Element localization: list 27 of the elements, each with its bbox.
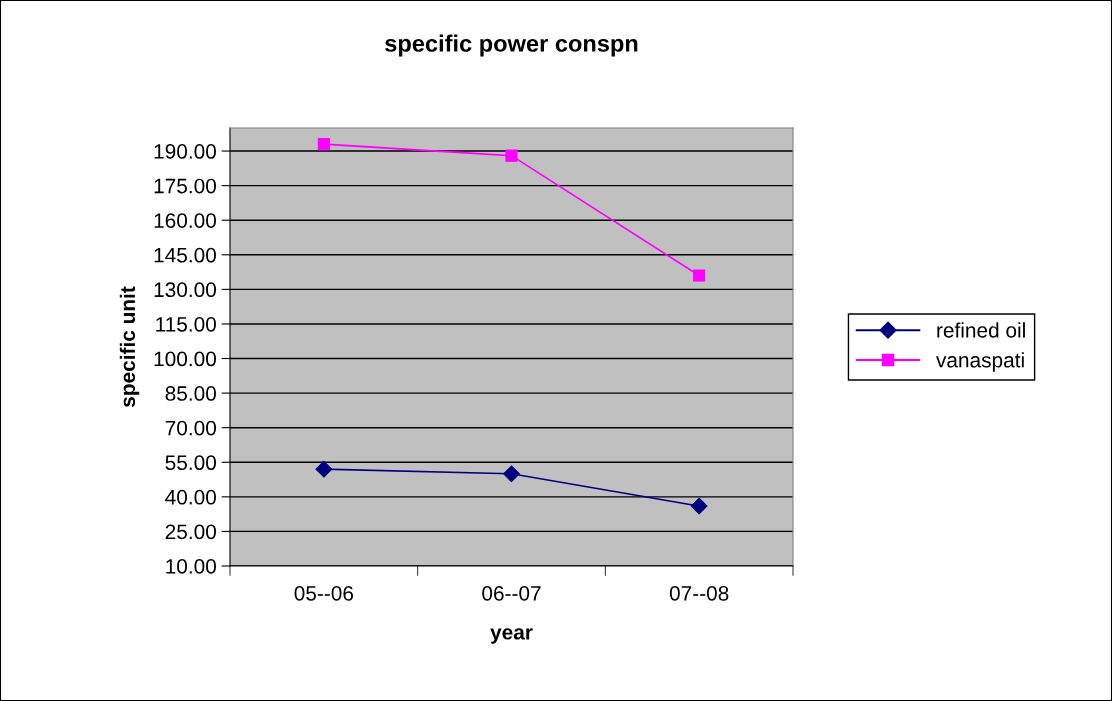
y-tick-label: 100.00 bbox=[154, 351, 216, 367]
y-tick-label: 70.00 bbox=[165, 420, 216, 436]
point bbox=[315, 460, 333, 478]
point bbox=[693, 269, 706, 282]
y-tick-label: 145.00 bbox=[154, 247, 216, 263]
legend-label: vanaspati bbox=[936, 352, 1024, 372]
y-tick-label: 190.00 bbox=[154, 144, 216, 159]
point bbox=[317, 138, 330, 151]
y-tick-label: 55.00 bbox=[165, 455, 216, 471]
chart-title: specific power conspn bbox=[385, 34, 638, 57]
y-axis-title: specific unit bbox=[119, 286, 140, 408]
y-tick-label: 130.00 bbox=[154, 282, 216, 298]
x-tick-label: 06--07 bbox=[482, 585, 541, 601]
legend-label: refined oil bbox=[937, 322, 1025, 338]
y-tick-label: 175.00 bbox=[154, 178, 216, 194]
point bbox=[690, 497, 708, 515]
y-tick-label: 40.00 bbox=[165, 489, 216, 505]
point bbox=[503, 465, 520, 483]
y-tick-label: 25.00 bbox=[165, 524, 216, 540]
y-tick-label: 115.00 bbox=[156, 316, 216, 332]
y-tick-label: 10.00 bbox=[166, 559, 216, 574]
y-tick-label: 85.00 bbox=[165, 386, 216, 401]
x-tick-label: 07--08 bbox=[669, 585, 729, 601]
point bbox=[505, 149, 518, 162]
y-tick-label: 160.00 bbox=[154, 213, 216, 228]
x-axis-title: year bbox=[490, 628, 533, 644]
x-tick-label: 05--06 bbox=[294, 585, 354, 601]
